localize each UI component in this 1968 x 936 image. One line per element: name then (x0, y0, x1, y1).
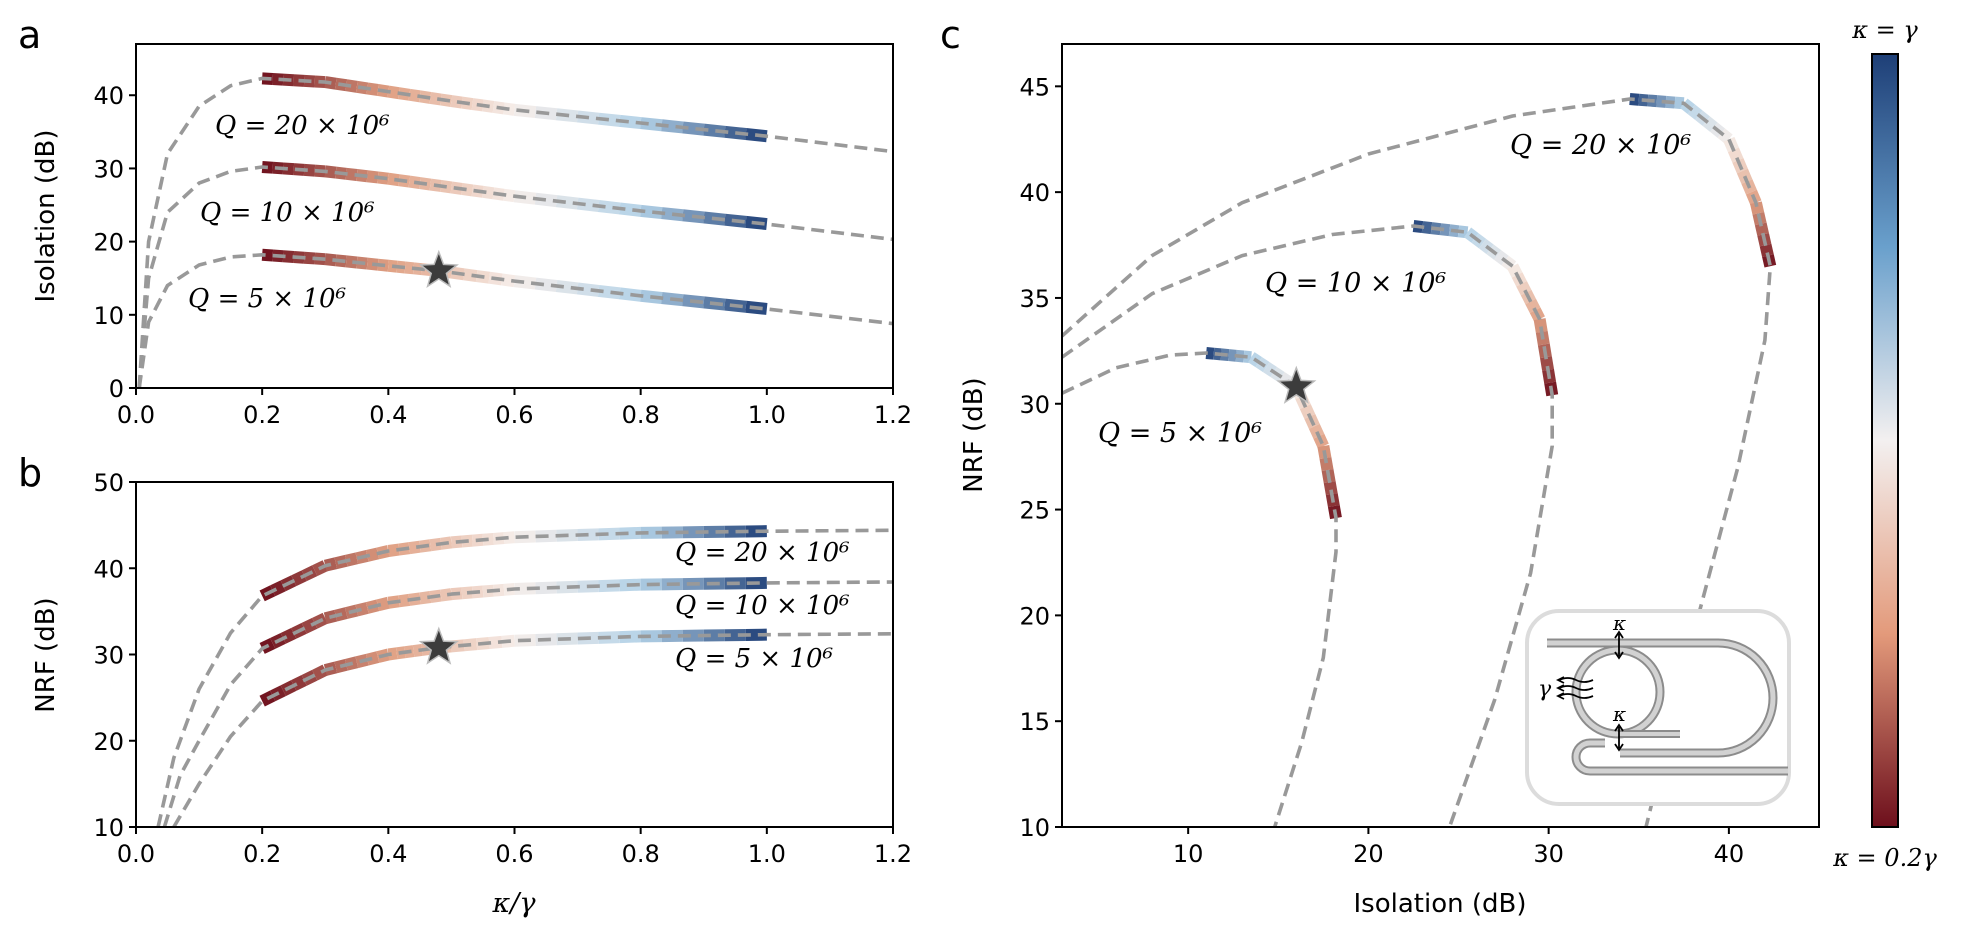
coupling-arrows-icon (1555, 630, 1624, 752)
y-tick-label: 50 (93, 469, 124, 497)
colorbar: κ = γ κ = 0.2γ (1832, 16, 1937, 872)
series-label-b-q10: Q = 10 × 10⁶ (675, 591, 850, 621)
dashed-curve (1062, 224, 1554, 827)
x-tick-label: 30 (1533, 840, 1564, 868)
panel-b-ylabel: NRF (dB) (31, 597, 61, 712)
dashed-curve (137, 165, 893, 388)
panel-a-ylabel: Isolation (dB) (31, 130, 61, 303)
panel-c-ylabel: NRF (dB) (959, 377, 989, 492)
panel-c-xlabel: Isolation (dB) (1354, 889, 1527, 919)
x-tick-label: 0.0 (117, 840, 155, 868)
inset-kappa-top-label: κ (1612, 611, 1626, 635)
series-a-0 (137, 72, 893, 388)
series-label-b-q20: Q = 20 × 10⁶ (675, 538, 850, 568)
dashed-curve (162, 580, 893, 827)
dashed-curve (137, 76, 893, 388)
x-tick-label: 20 (1353, 840, 1384, 868)
y-tick-label: 30 (93, 155, 124, 183)
x-tick-label: 1.0 (748, 401, 786, 429)
series-label-a-q20: Q = 20 × 10⁶ (215, 111, 390, 141)
y-tick-label: 15 (1019, 708, 1050, 736)
ring-resonator-icon (1547, 638, 1788, 776)
panel-label-b: b (18, 451, 42, 495)
y-tick-label: 35 (1019, 285, 1050, 313)
series-b-1 (162, 576, 893, 827)
x-tick-label: 1.2 (874, 401, 912, 429)
y-tick-label: 25 (1019, 497, 1050, 525)
y-tick-label: 20 (93, 229, 124, 257)
x-tick-label: 40 (1714, 840, 1745, 868)
y-tick-label: 20 (93, 728, 124, 756)
series-c-0 (1062, 93, 1777, 827)
star-marker (1276, 365, 1317, 404)
dashed-curve (172, 632, 893, 827)
x-tick-label: 0.8 (622, 401, 660, 429)
y-tick-label: 40 (93, 82, 124, 110)
x-tick-label: 0.6 (495, 401, 533, 429)
series-c-2 (1062, 346, 1342, 827)
panel-b-chart: Q = 20 × 10⁶ Q = 10 × 10⁶ Q = 5 × 10⁶ 0.… (31, 469, 912, 919)
series-a-1 (137, 160, 893, 388)
dashed-curve (137, 253, 893, 388)
panel-label-a: a (18, 13, 41, 57)
y-tick-label: 30 (1019, 391, 1050, 419)
panel-c-chart: Q = 20 × 10⁶ Q = 10 × 10⁶ Q = 5 × 10⁶ (959, 43, 1820, 919)
inset-gamma-label: γ (1538, 677, 1552, 702)
x-tick-label: 0.4 (369, 840, 407, 868)
series-label-c-q5: Q = 5 × 10⁶ (1098, 418, 1262, 449)
colorbar-bottom-label: κ = 0.2γ (1832, 844, 1937, 872)
y-tick-label: 10 (1019, 814, 1050, 842)
inset-kappa-bottom-label: κ (1612, 702, 1626, 726)
x-tick-label: 0.2 (243, 401, 281, 429)
colorbar-gradient (1871, 53, 1899, 828)
y-tick-label: 10 (93, 302, 124, 330)
y-tick-label: 40 (93, 555, 124, 583)
panel-b-series-labels: Q = 20 × 10⁶ Q = 10 × 10⁶ Q = 5 × 10⁶ (675, 538, 850, 674)
x-tick-label: 0.4 (369, 401, 407, 429)
star-marker (418, 249, 459, 289)
y-tick-label: 40 (1019, 179, 1050, 207)
x-tick-label: 0.6 (495, 840, 533, 868)
series-b-0 (156, 525, 893, 827)
series-c-1 (1062, 220, 1559, 827)
y-tick-label: 45 (1019, 73, 1050, 101)
panel-a-series-labels: Q = 20 × 10⁶ Q = 10 × 10⁶ Q = 5 × 10⁶ (188, 111, 390, 314)
series-label-a-q5: Q = 5 × 10⁶ (188, 284, 346, 314)
y-tick-label: 30 (93, 642, 124, 670)
y-tick-label: 10 (93, 814, 124, 842)
dashed-curve (1062, 97, 1773, 827)
y-tick-label: 0 (109, 375, 124, 403)
dashed-curve (156, 528, 893, 827)
panel-c-frame (1061, 43, 1820, 828)
series-a-2 (137, 248, 893, 388)
series-label-c-q10: Q = 10 × 10⁶ (1265, 268, 1446, 299)
x-tick-label: 0.8 (622, 840, 660, 868)
panel-a-chart: Q = 20 × 10⁶ Q = 10 × 10⁶ Q = 5 × 10⁶ 0.… (31, 43, 912, 429)
x-tick-label: 1.0 (748, 840, 786, 868)
panel-b-xlabel: κ/γ (492, 888, 537, 919)
x-tick-label: 1.2 (874, 840, 912, 868)
panel-c-series-labels: Q = 20 × 10⁶ Q = 10 × 10⁶ Q = 5 × 10⁶ (1098, 130, 1691, 449)
y-tick-label: 20 (1019, 602, 1050, 630)
x-tick-label: 0.0 (117, 401, 155, 429)
x-tick-label: 10 (1173, 840, 1204, 868)
series-label-b-q5: Q = 5 × 10⁶ (675, 644, 833, 674)
series-label-c-q20: Q = 20 × 10⁶ (1510, 130, 1691, 161)
series-label-a-q10: Q = 10 × 10⁶ (200, 198, 375, 228)
colored-band-segment (1687, 104, 1703, 120)
x-tick-label: 0.2 (243, 840, 281, 868)
inset-device-schematic: κ κ γ (1525, 609, 1791, 806)
colorbar-top-label: κ = γ (1851, 16, 1918, 44)
panel-label-c: c (940, 13, 961, 57)
dashed-curve (1062, 351, 1338, 827)
star-marker (418, 626, 459, 665)
